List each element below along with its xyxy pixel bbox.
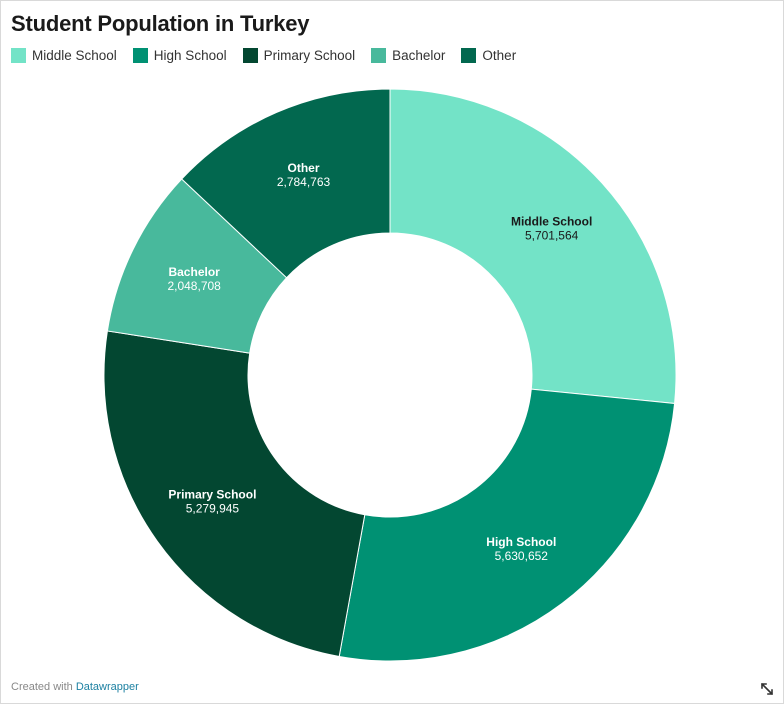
legend-swatch: [11, 48, 26, 63]
legend-swatch: [242, 48, 258, 63]
legend-swatch: [461, 48, 477, 63]
slice-label-name: High School: [486, 535, 556, 549]
legend-swatch: [371, 48, 387, 63]
donut-slice-high-school[interactable]: [338, 388, 676, 662]
legend-item: Bachelor: [371, 48, 445, 63]
datawrapper-link[interactable]: Datawrapper: [75, 681, 139, 693]
legend-label: High School: [153, 48, 227, 63]
expand-icon[interactable]: [761, 683, 773, 695]
legend-label: Bachelor: [392, 48, 446, 63]
legend-swatch: [132, 48, 148, 63]
slice-label-value: 2,048,708: [167, 279, 221, 293]
slice-label-name: Other: [288, 161, 320, 175]
legend-item: Primary School: [242, 48, 356, 63]
slice-label-value: 5,701,564: [525, 229, 579, 243]
legend-item: Other: [461, 48, 516, 63]
footer-prefix: Created with: [11, 681, 76, 693]
slice-label-value: 5,279,945: [186, 501, 240, 515]
slice-label-value: 5,630,652: [495, 549, 549, 563]
slice-label-name: Primary School: [168, 487, 256, 501]
legend-item: Middle School: [11, 48, 117, 63]
footer: Created with Datawrapper: [11, 681, 139, 693]
legend-label: Other: [482, 48, 517, 63]
donut-slice-primary-school[interactable]: [103, 330, 366, 658]
legend-item: High School: [132, 48, 227, 63]
slice-label-value: 2,784,763: [277, 175, 331, 189]
donut-slice-other[interactable]: [180, 88, 391, 279]
slice-label-name: Bachelor: [168, 265, 220, 279]
legend-label: Middle School: [32, 48, 117, 63]
chart-legend: Middle School High School Primary School Ba…: [11, 48, 516, 63]
legend-label: Primary School: [263, 48, 356, 63]
chart-title: Student Population in Turkey: [11, 11, 310, 36]
slice-label-name: Middle School: [511, 215, 592, 229]
donut-slice-middle-school[interactable]: [389, 88, 677, 405]
